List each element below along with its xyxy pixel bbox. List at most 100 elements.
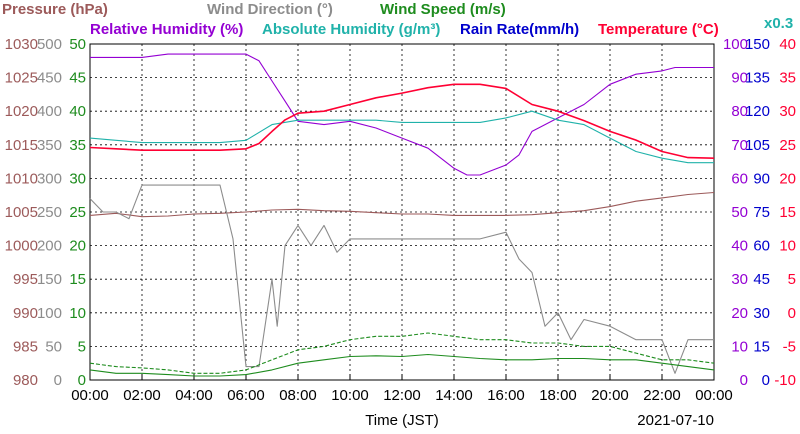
series-line-0 — [89, 191, 715, 218]
y-tick-label: 25 — [69, 204, 86, 221]
x-tick-label: 16:00 — [487, 387, 525, 404]
x-tick-label: 12:00 — [383, 387, 421, 404]
y-tick-label: 0 — [54, 372, 62, 389]
legend-rain-rate: Rain Rate(mm/h) — [460, 21, 579, 38]
y-tick-label: 10 — [779, 238, 796, 255]
y-tick-label: 90 — [731, 70, 748, 87]
date-label: 2021-07-10 — [637, 412, 714, 429]
legend-pressure: Pressure (hPa) — [2, 1, 108, 18]
y-tick-label: 105 — [745, 137, 770, 154]
y-tick-label: 150 — [745, 36, 770, 53]
x-tick-label: 22:00 — [643, 387, 681, 404]
y-tick-label: 100 — [37, 305, 62, 322]
y-tick-label: 45 — [753, 271, 770, 288]
y-tick-label: 40 — [69, 103, 86, 120]
y-tick-label: 80 — [731, 103, 748, 120]
y-tick-label: 60 — [753, 238, 770, 255]
y-tick-label: 1005 — [5, 204, 38, 221]
series-line-1 — [90, 53, 714, 176]
y-tick-label: 0 — [78, 372, 86, 389]
y-tick-label: 45 — [69, 70, 86, 87]
y-tick-label: 300 — [37, 170, 62, 187]
y-tick-label: 90 — [753, 170, 770, 187]
y-tick-label: 350 — [37, 137, 62, 154]
y-tick-label: 990 — [13, 305, 38, 322]
y-tick-label: 30 — [779, 103, 796, 120]
x-tick-label: 02:00 — [123, 387, 161, 404]
series-group — [89, 53, 715, 377]
legend-scale-note: x0.3 — [764, 15, 793, 32]
x-tick-label: 20:00 — [591, 387, 629, 404]
legend-relative-humidity: Relative Humidity (%) — [90, 21, 243, 38]
y-tick-label: 120 — [745, 103, 770, 120]
y-tick-label: 50 — [45, 338, 62, 355]
y-tick-label: 450 — [37, 70, 62, 87]
series-line-5 — [89, 353, 715, 377]
y-tick-label: 15 — [753, 338, 770, 355]
y-tick-label: 135 — [745, 70, 770, 87]
y-tick-label: 985 — [13, 338, 38, 355]
x-tick-label: 00:00 — [71, 387, 109, 404]
pressure-axis-ticks: 1030 1025 1020 1015 1010 1005 1000 995 990 985 980 — [5, 36, 38, 389]
y-tick-label: 5 — [78, 338, 86, 355]
y-tick-label: 250 — [37, 204, 62, 221]
x-tick-label: 18:00 — [539, 387, 577, 404]
y-tick-label: 1020 — [5, 103, 38, 120]
y-tick-label: 1030 — [5, 36, 38, 53]
y-tick-label: 50 — [69, 36, 86, 53]
y-tick-label: 15 — [779, 204, 796, 221]
y-tick-label: 30 — [69, 170, 86, 187]
y-tick-label: 150 — [37, 271, 62, 288]
y-tick-label: 50 — [731, 204, 748, 221]
y-tick-label: 500 — [37, 36, 62, 53]
y-tick-label: 35 — [69, 137, 86, 154]
legend-absolute-humidity: Absolute Humidity (g/m³) — [262, 21, 440, 38]
y-tick-label: 10 — [731, 338, 748, 355]
y-tick-label: 0 — [788, 305, 796, 322]
y-tick-label: -5 — [783, 338, 796, 355]
y-tick-label: 995 — [13, 271, 38, 288]
series-line-6 — [89, 332, 715, 374]
y-tick-label: 1000 — [5, 238, 38, 255]
y-tick-label: -10 — [774, 372, 796, 389]
y-tick-label: 400 — [37, 103, 62, 120]
y-tick-label: 70 — [731, 137, 748, 154]
y-tick-label: 15 — [69, 271, 86, 288]
y-tick-label: 40 — [731, 238, 748, 255]
y-tick-label: 30 — [731, 271, 748, 288]
x-tick-label: 08:00 — [279, 387, 317, 404]
x-axis-label: Time (JST) — [365, 412, 439, 429]
y-tick-label: 60 — [731, 170, 748, 187]
y-tick-label: 980 — [13, 372, 38, 389]
x-tick-label: 04:00 — [175, 387, 213, 404]
y-tick-label: 1010 — [5, 170, 38, 187]
y-tick-label: 35 — [779, 70, 796, 87]
y-tick-label: 1025 — [5, 70, 38, 87]
y-tick-label: 200 — [37, 238, 62, 255]
y-tick-label: 1015 — [5, 137, 38, 154]
legend-wind-speed: Wind Speed (m/s) — [380, 1, 506, 18]
x-tick-label: 10:00 — [331, 387, 369, 404]
y-tick-label: 5 — [788, 271, 796, 288]
legend-temperature: Temperature (°C) — [598, 21, 719, 38]
x-tick-label: 00:00 — [695, 387, 733, 404]
x-tick-label: 14:00 — [435, 387, 473, 404]
time-axis-ticks: 00:00 02:00 04:00 06:00 08:00 10:00 12:00 14:00… — [71, 374, 733, 404]
temperature-axis-ticks: 40 35 30 25 20 15 10 5 0 -5 -10 — [774, 36, 796, 389]
y-tick-label: 20 — [779, 170, 796, 187]
y-tick-label: 10 — [69, 305, 86, 322]
y-tick-label: 20 — [731, 305, 748, 322]
x-tick-label: 06:00 — [227, 387, 265, 404]
y-tick-label: 100 — [723, 36, 748, 53]
y-tick-label: 40 — [779, 36, 796, 53]
y-tick-label: 0 — [762, 372, 770, 389]
series-line-3 — [89, 83, 715, 159]
series-line-2 — [89, 110, 714, 164]
legend-wind-direction: Wind Direction (°) — [207, 1, 333, 18]
y-tick-label: 75 — [753, 204, 770, 221]
y-tick-label: 20 — [69, 238, 86, 255]
